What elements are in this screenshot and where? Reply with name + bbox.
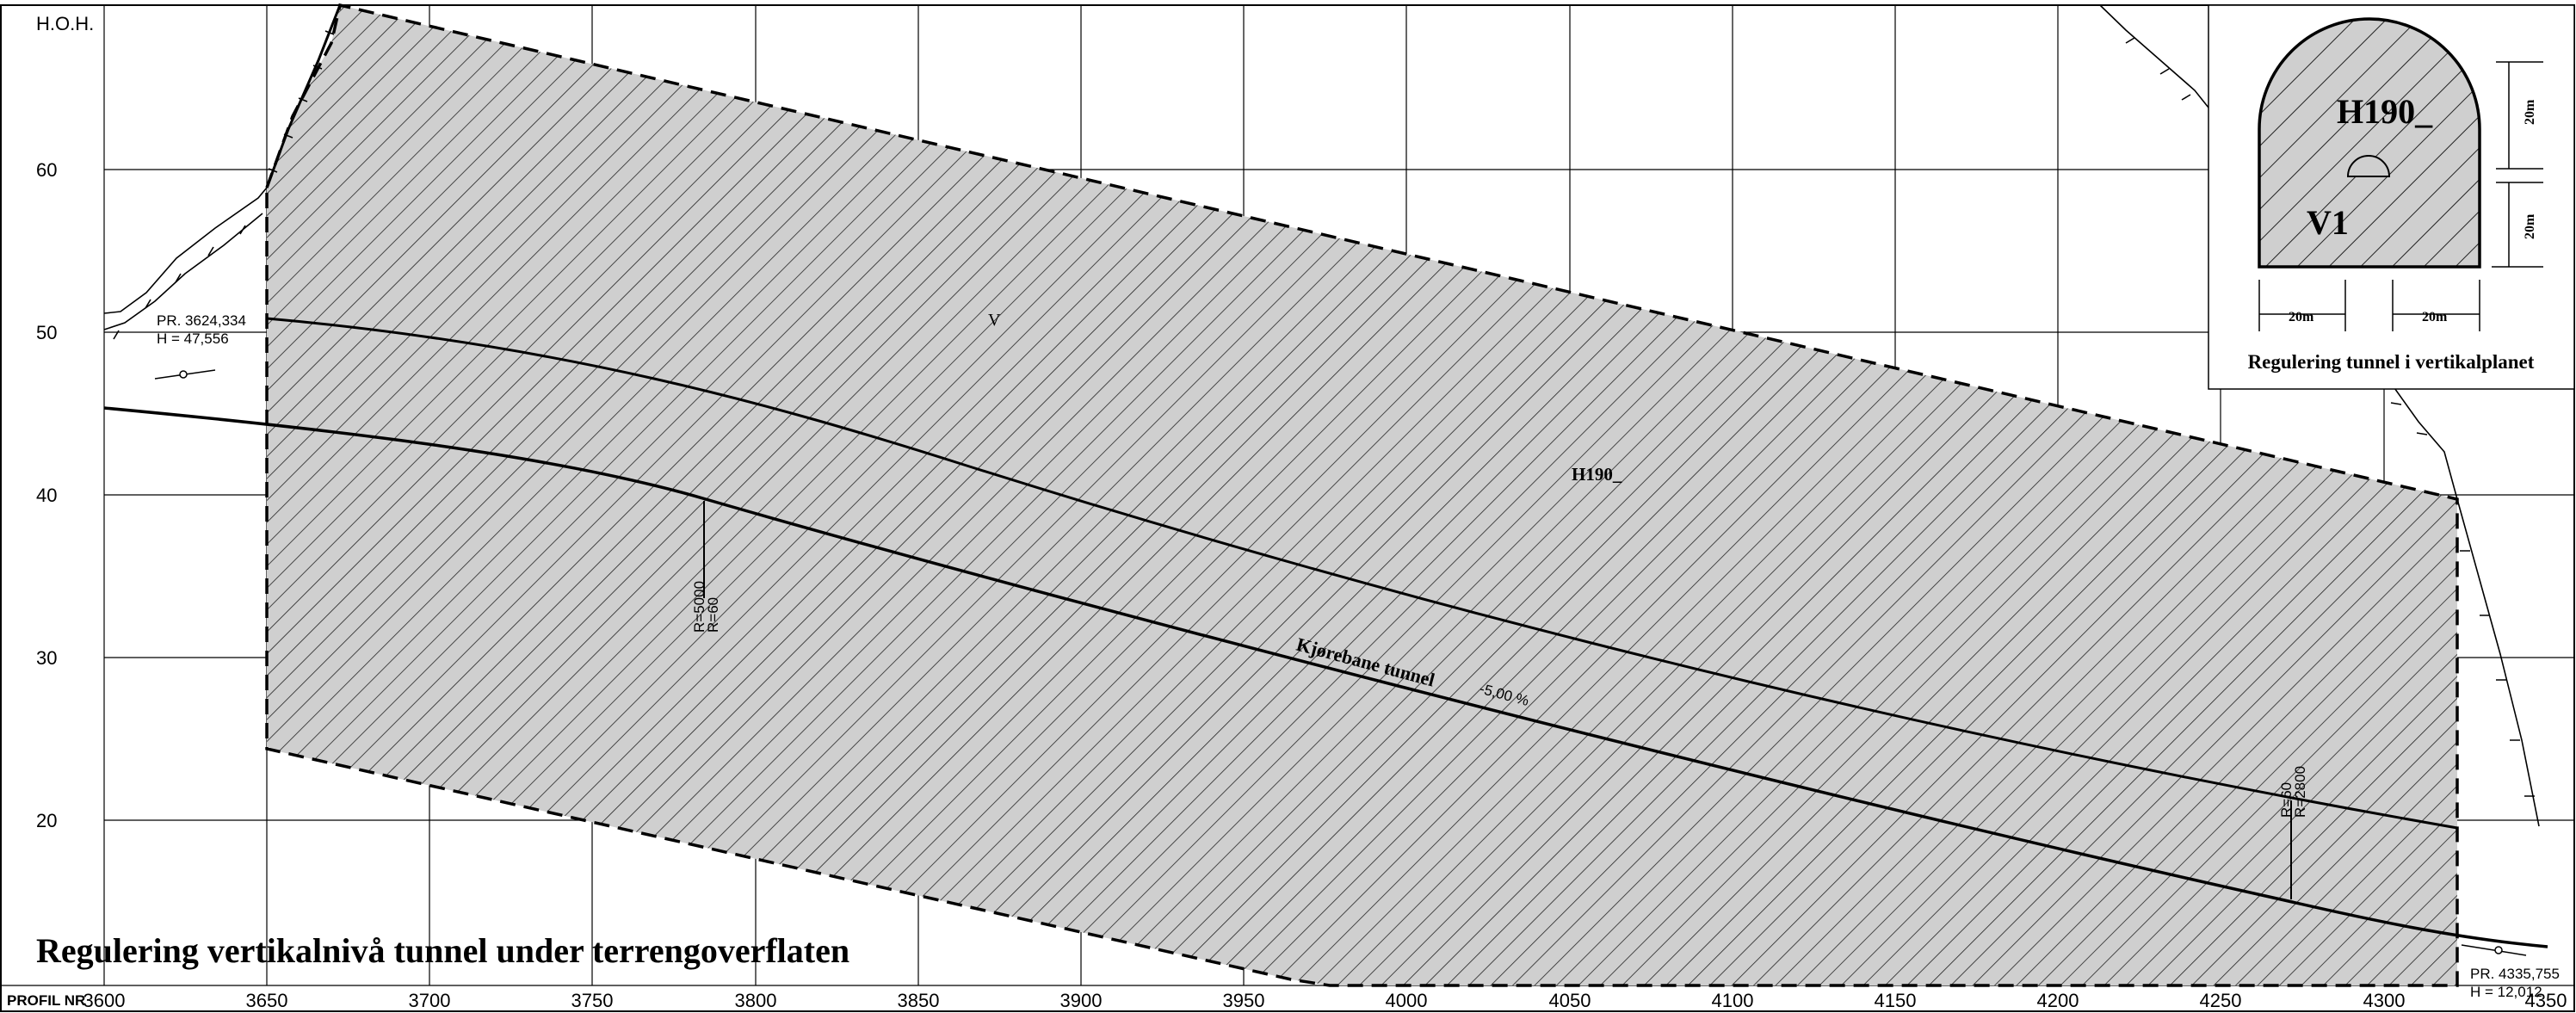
upper-tunnel-line: [266, 317, 2458, 830]
height-axis-label: H.O.H.: [36, 13, 94, 34]
x-tick-label: 4350: [2525, 990, 2567, 1011]
x-tick-label: 3700: [409, 990, 451, 1011]
inset-dim-right: 20m: [2422, 310, 2448, 324]
inner-arch: [2346, 155, 2391, 177]
end-pr: PR. 4335,755: [2470, 966, 2560, 982]
terrain-left: [103, 4, 342, 340]
profile-label: PROFIL NR: [7, 992, 85, 1009]
x-tick-label: 3800: [735, 990, 777, 1011]
x-tick-label: 4050: [1549, 990, 1591, 1011]
x-tick-label: 3750: [571, 990, 614, 1011]
x-tick-label: 3600: [83, 990, 126, 1011]
x-tick-label: 3650: [246, 990, 288, 1011]
drawing-frame: [0, 4, 2575, 1012]
vertical-dimensions: [2492, 61, 2543, 268]
end-point-marker: [2461, 944, 2527, 956]
inset-label-v1: V1: [2307, 203, 2349, 242]
y-tick-label: 20: [36, 810, 57, 831]
x-tick-label: 4250: [2200, 990, 2242, 1011]
y-tick-label: 60: [36, 159, 57, 181]
zone-label-h190: H190_: [1572, 464, 1622, 485]
tunnel-cross-section-inset: H190_ V1 20m 20m 20m 20m Regulering tunn…: [2208, 4, 2575, 390]
inset-dim-top: 20m: [2523, 99, 2537, 125]
end-h: H = 12,012: [2470, 984, 2542, 1000]
x-tick-label: 3900: [1060, 990, 1103, 1011]
tunnel-section-shape: [2258, 17, 2481, 269]
inset-label-h190: H190_: [2337, 92, 2433, 131]
inset-dim-left: 20m: [2289, 310, 2314, 324]
y-tick-label: 50: [36, 322, 57, 343]
x-tick-label: 4100: [1712, 990, 1754, 1011]
y-tick-label: 40: [36, 485, 57, 506]
y-tick-label: 30: [36, 647, 57, 669]
x-tick-label: 3950: [1223, 990, 1265, 1011]
start-h: H = 47,556: [157, 330, 229, 347]
horizontal-dimensions: [2258, 280, 2480, 331]
inset-title: Regulering tunnel i vertikalplanet: [2248, 351, 2535, 373]
x-tick-label: 4150: [1875, 990, 1917, 1011]
road-line: [103, 406, 2548, 948]
drawing-title: Regulering vertikalnivå tunnel under ter…: [36, 931, 849, 970]
curve-right-r2: R=2800: [2292, 766, 2308, 818]
zone-label-v: V: [988, 311, 1001, 330]
x-tick-label: 3850: [898, 990, 940, 1011]
x-tick-label: 4300: [2363, 990, 2406, 1011]
curve-left-r1: R=5000: [691, 581, 707, 633]
curve-left-r2: R=60: [705, 597, 721, 633]
regulated-zone-v: [265, 3, 2459, 987]
x-tick-label: 4200: [2037, 990, 2079, 1011]
x-tick-label: 4000: [1386, 990, 1428, 1011]
y-axis-ticks: 60 50 40 30 20: [36, 159, 57, 831]
inset-dim-bottom: 20m: [2523, 213, 2537, 239]
start-point-marker: [154, 369, 216, 380]
curve-right-r1: R=60: [2278, 782, 2295, 818]
terrain-right: [2099, 4, 2540, 827]
x-axis-ticks: 3600 3650 3700 3750 3800 3850 3900 3950 …: [83, 990, 2567, 1011]
start-pr: PR. 3624,334: [157, 312, 246, 329]
